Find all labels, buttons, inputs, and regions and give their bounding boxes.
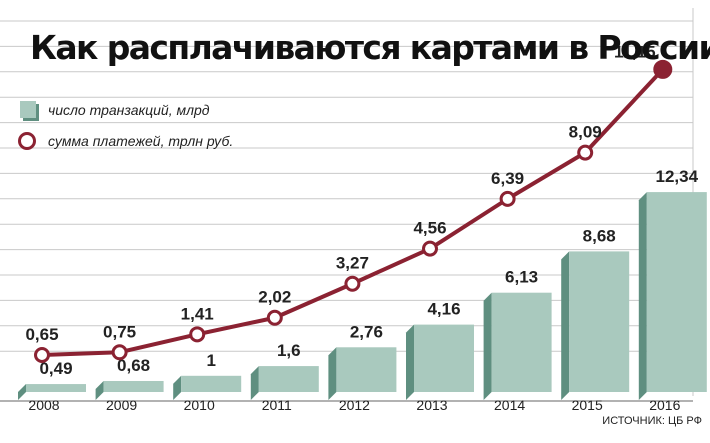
- line-value-label: 2,02: [258, 288, 291, 307]
- x-tick-label: 2011: [262, 397, 292, 413]
- line-value-label: 0,75: [103, 322, 136, 341]
- legend-bars-label: число транзакций, млрд: [48, 101, 210, 118]
- bar-value-label: 4,16: [427, 300, 460, 319]
- line-value-label: 8,09: [569, 123, 602, 142]
- bar-value-label: 1: [206, 351, 215, 370]
- bar: [569, 251, 630, 392]
- bar-value-label: 8,68: [583, 226, 616, 245]
- line-point: [344, 275, 361, 292]
- source-note: ИСТОЧНИК: ЦБ РФ: [602, 415, 702, 427]
- bar-value-label: 2,76: [350, 322, 383, 341]
- legend-bar-swatch: [20, 101, 36, 118]
- line-point: [34, 347, 50, 363]
- bar-side: [406, 324, 414, 400]
- bar-value-label: 6,13: [505, 268, 538, 287]
- bar: [414, 324, 474, 392]
- bar: [103, 380, 164, 392]
- legend-item-line: сумма платежей, трлн руб.: [18, 132, 233, 150]
- bar-side: [638, 192, 647, 400]
- line-point: [499, 190, 516, 207]
- x-tick-label: 2008: [28, 397, 59, 413]
- line-value-label: 11,15: [614, 42, 656, 61]
- line-value-label: 3,27: [336, 254, 369, 273]
- line-value-label: 0,65: [25, 325, 58, 344]
- bar-side: [173, 375, 182, 400]
- x-tick-label: 2016: [649, 397, 680, 413]
- bar: [181, 375, 242, 392]
- line-value-label: 4,56: [413, 219, 446, 238]
- bar-value-label: 12,34: [656, 167, 699, 186]
- bar: [258, 366, 319, 392]
- line-point: [111, 344, 128, 361]
- line-point: [577, 144, 594, 161]
- x-tick-label: 2012: [339, 397, 370, 413]
- bar: [336, 347, 397, 392]
- bar-side: [561, 251, 570, 400]
- legend-line-marker: [18, 132, 36, 150]
- bar-side: [95, 380, 104, 400]
- x-tick-label: 2015: [572, 397, 603, 413]
- legend-line-label: сумма платежей, трлн руб.: [48, 133, 234, 149]
- line-value-label: 1,41: [181, 304, 214, 323]
- line-point: [266, 309, 283, 326]
- bar: [491, 292, 552, 392]
- line-value-label: 6,39: [491, 169, 524, 188]
- bar: [646, 192, 707, 392]
- chart-title: Как расплачиваются картами в России: [30, 28, 710, 67]
- x-tick-label: 2013: [416, 397, 447, 413]
- bar-side: [250, 366, 259, 400]
- bar: [26, 384, 86, 392]
- x-tick-label: 2009: [106, 397, 137, 413]
- line-point: [189, 326, 206, 343]
- x-tick-label: 2010: [184, 397, 215, 413]
- line-point: [653, 59, 673, 79]
- line-point: [422, 240, 438, 257]
- bar-side: [328, 347, 337, 400]
- bar-value-label: 1,6: [277, 341, 301, 360]
- bar-side: [18, 384, 26, 400]
- bar-value-label: 0,68: [117, 356, 150, 375]
- x-tick-label: 2014: [494, 397, 525, 413]
- legend-item-bars: число транзакций, млрд: [18, 101, 210, 118]
- bar-side: [483, 292, 492, 400]
- bar-value-label: 0,49: [39, 359, 72, 378]
